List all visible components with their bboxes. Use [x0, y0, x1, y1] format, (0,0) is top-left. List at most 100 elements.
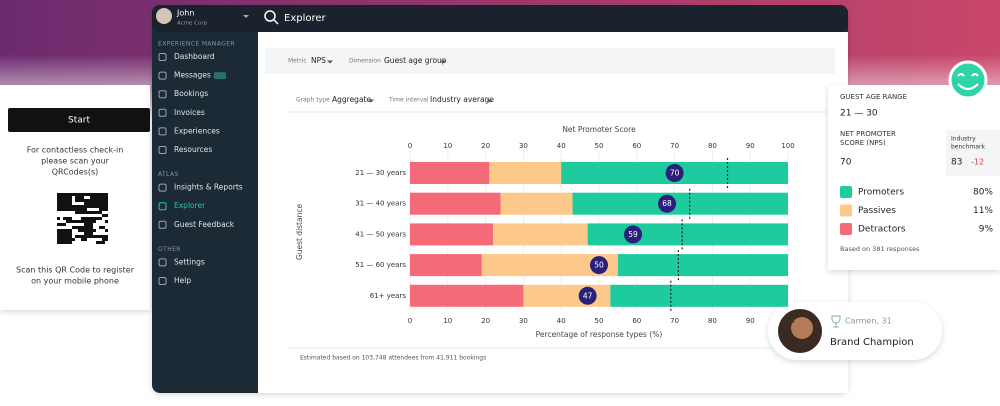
nav-item[interactable]: Settings: [174, 257, 205, 266]
qr-module: [87, 199, 90, 202]
qr-module: [63, 193, 66, 196]
qr-module: [75, 220, 78, 223]
nav-item[interactable]: Bookings: [174, 89, 208, 98]
bar-segment: [572, 192, 788, 215]
summary-note: Based on 381 responses: [840, 245, 920, 253]
qr-module: [84, 229, 87, 232]
qr-module: [96, 193, 99, 196]
x-tick-label: 60: [632, 317, 641, 325]
nav-item[interactable]: Insights & Reports: [174, 183, 243, 192]
bar-segment: [500, 192, 573, 215]
instructions: For contactless check-in: [27, 146, 124, 155]
nps-marker: [658, 194, 677, 213]
qr-module: [57, 196, 60, 199]
qr-module: [63, 229, 66, 232]
nav-item[interactable]: Messages: [174, 71, 211, 80]
qr-module: [57, 238, 60, 241]
filter-bar: [265, 48, 835, 74]
qr-module: [105, 229, 108, 232]
qr-module: [63, 217, 66, 220]
nav-icon: [158, 183, 167, 192]
qr-module: [57, 229, 60, 232]
qr-module: [90, 199, 93, 202]
qr-module: [84, 205, 87, 208]
qr-module: [60, 235, 63, 238]
bar-segment: [410, 192, 501, 215]
nav-item[interactable]: Guest Feedback: [174, 220, 235, 229]
filter-label: Time interval: [388, 97, 429, 104]
qr-module: [105, 193, 108, 196]
bar-segment: [587, 223, 788, 246]
qr-module: [72, 205, 75, 208]
qr-module: [93, 211, 96, 214]
qr-module: [87, 193, 90, 196]
qr-module: [75, 196, 78, 199]
qr-module: [72, 220, 75, 223]
champion-face: [791, 317, 813, 339]
qr-module: [87, 229, 90, 232]
qr-module: [63, 235, 66, 238]
qr-module: [84, 202, 87, 205]
qr-module: [60, 199, 63, 202]
x-tick-label: 30: [519, 142, 528, 150]
qr-module: [102, 241, 105, 244]
qr-module: [78, 208, 81, 211]
qr-module: [99, 241, 102, 244]
nav-item[interactable]: Help: [174, 276, 191, 285]
legend-value: 9%: [979, 225, 994, 235]
qr-footer: on your mobile phone: [31, 277, 119, 286]
qr-module: [87, 205, 90, 208]
qr-module: [69, 196, 72, 199]
qr-module: [78, 211, 81, 214]
nav-item[interactable]: Explorer: [174, 201, 206, 210]
x-tick-label: 100: [781, 142, 794, 150]
qr-module: [60, 196, 63, 199]
smiley-face: [957, 73, 979, 90]
qr-module: [63, 199, 66, 202]
x-tick-label: 20: [481, 317, 490, 325]
nav-item[interactable]: Dashboard: [174, 52, 215, 61]
qr-module: [78, 196, 81, 199]
qr-module: [84, 235, 87, 238]
user-name: John: [176, 9, 194, 18]
qr-module: [75, 193, 78, 196]
qr-module: [75, 205, 78, 208]
x-tick-label: 30: [519, 317, 528, 325]
qr-module: [57, 199, 60, 202]
benchmark-value: 83: [951, 158, 962, 168]
x-tick-label: 70: [670, 317, 679, 325]
nav-item[interactable]: Invoices: [174, 108, 205, 117]
qr-module: [63, 202, 66, 205]
button-label: Start: [68, 116, 90, 126]
y-tick-label: 31 — 40 years: [355, 200, 406, 208]
nav-item[interactable]: Resources: [174, 145, 212, 154]
x-tick-label: 40: [557, 317, 566, 325]
qr-module: [84, 199, 87, 202]
qr-module: [78, 193, 81, 196]
summary-label: SCORE (NPS): [840, 139, 886, 147]
qr-module: [105, 208, 108, 211]
qr-module: [105, 214, 108, 217]
x-tick-label: 20: [481, 142, 490, 150]
qr-module: [99, 205, 102, 208]
x-tick-label: 10: [443, 317, 452, 325]
user-company: Acme Corp: [177, 21, 208, 27]
start-button[interactable]: [8, 108, 150, 132]
qr-module: [69, 220, 72, 223]
qr-module: [90, 205, 93, 208]
nps-label: 70: [670, 169, 680, 178]
qr-footer: Scan this QR Code to register: [16, 266, 135, 275]
qr-module: [90, 229, 93, 232]
qr-module: [84, 208, 87, 211]
bar-segment: [523, 284, 611, 307]
y-axis-label: Guest distance: [295, 204, 304, 261]
bar-segment: [610, 284, 788, 307]
qr-module: [66, 232, 69, 235]
qr-module: [66, 205, 69, 208]
qr-module: [57, 193, 60, 196]
qr-module: [69, 199, 72, 202]
filter-value: Guest age group: [384, 56, 447, 65]
nav-item[interactable]: Experiences: [174, 126, 220, 135]
nav-icon: [158, 220, 167, 229]
qr-module: [81, 238, 84, 241]
